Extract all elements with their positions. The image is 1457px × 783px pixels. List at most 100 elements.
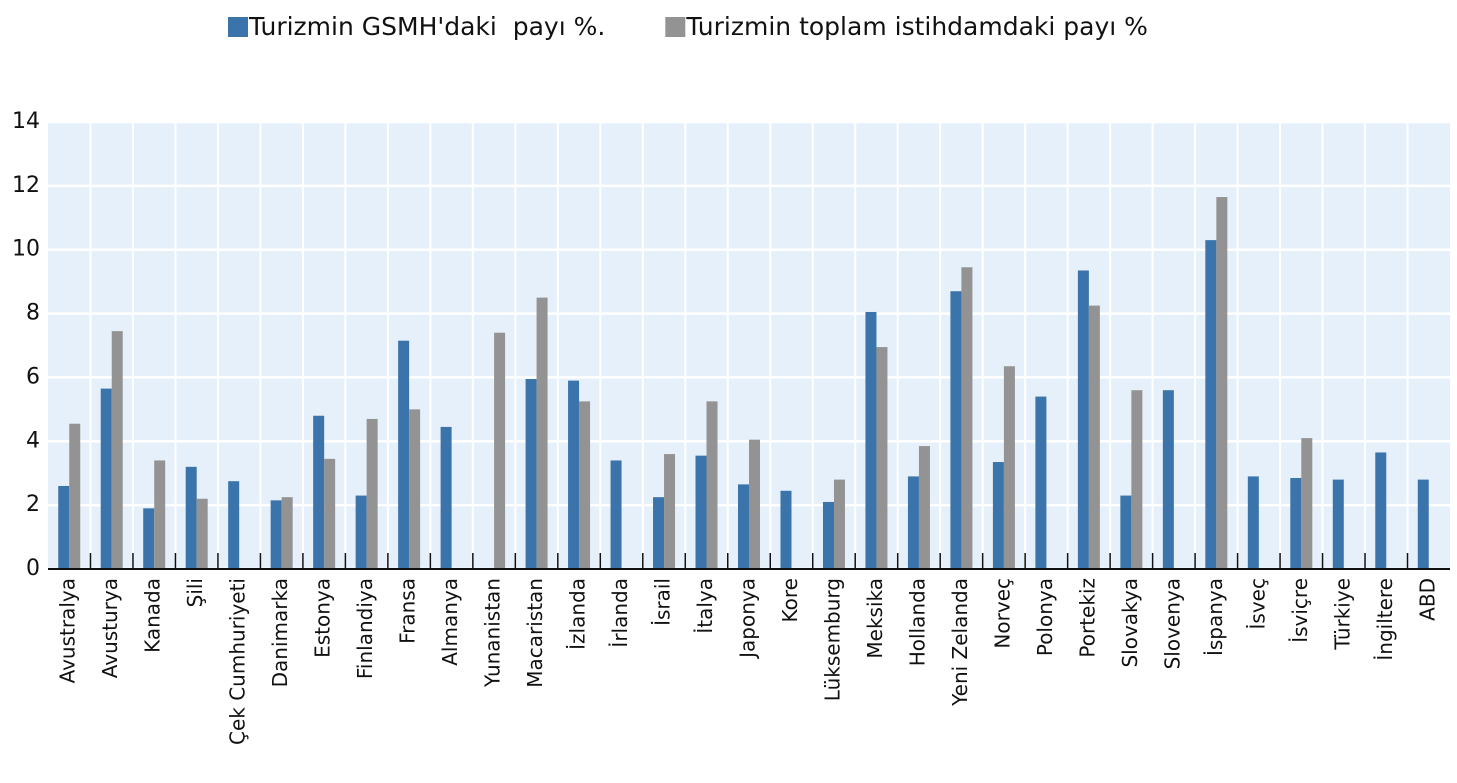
y-tick-label: 14 [12,109,40,134]
bar [536,297,548,569]
bar [409,409,421,569]
x-tick-label: Kore [778,578,802,622]
bar [695,455,707,569]
x-tick-label: Finlandiya [353,578,377,679]
bar [833,479,845,569]
x-tick-label: Avustralya [56,578,80,683]
legend-swatch [665,17,686,37]
x-tick-label: Avusturya [98,578,122,678]
bar [58,485,70,569]
bar [876,347,888,569]
bar [568,380,580,569]
bar [780,490,792,569]
bar [324,458,336,569]
legend-label: Turizmin toplam istihdamdaki payı % [685,12,1148,41]
bar [1247,476,1259,569]
legend-swatch [228,17,248,37]
x-tick-label: İspanya [1203,578,1227,656]
bar [1077,270,1089,569]
x-tick-label: Hollanda [905,578,929,666]
x-tick-label: Macaristan [523,578,547,688]
x-tick-label: Meksika [863,578,887,659]
bar [1120,495,1132,569]
x-tick-label: Kanada [141,578,165,653]
y-tick-label: 0 [26,556,40,581]
y-tick-label: 4 [26,428,40,453]
bar [1131,390,1143,569]
x-tick-label: Lüksemburg [820,578,844,701]
bar [355,495,367,569]
bar [992,462,1004,569]
x-tick-label: İngiltere [1373,578,1397,661]
y-tick-label: 10 [12,237,40,262]
bar [950,291,962,569]
bar [185,466,197,569]
x-tick-label: İzlanda [566,578,590,650]
x-tick-label: ABD [1415,578,1439,621]
bar [961,267,973,569]
bar [111,331,123,569]
x-tick-label: Yunanistan [481,578,505,688]
x-tick-label: İrlanda [608,578,632,648]
bar [494,332,506,569]
x-tick-label: Türkiye [1330,578,1354,651]
x-tick-label: Fransa [396,578,420,644]
x-tick-label: Şili [183,578,207,607]
bar [653,497,665,569]
bar [1332,479,1344,569]
bar [664,454,676,569]
x-tick-label: İsveç [1245,578,1269,629]
x-tick-label: Norveç [990,578,1014,649]
bar [196,498,208,569]
bar [1162,390,1174,569]
bar [154,460,166,569]
legend-label: Turizmin GSMH'daki payı %. [248,12,605,41]
x-tick-label: Slovakya [1118,578,1142,668]
bar [579,401,591,569]
bar [228,481,240,569]
bar [706,401,718,569]
x-tick-label: İsrail [651,578,675,626]
bar [1205,240,1217,569]
bar [918,446,930,569]
bar [822,501,834,569]
bar [525,379,537,569]
y-tick-label: 2 [26,492,40,517]
bar [398,340,410,569]
bar [281,497,293,569]
bar [749,439,760,569]
bar [907,476,919,569]
bar [100,388,112,569]
bar [1088,305,1100,569]
bar [865,311,877,569]
x-tick-label: Estonya [311,578,335,658]
bar [143,508,155,569]
bar [313,415,325,569]
bar [610,460,622,569]
bar [440,426,452,569]
bar [1216,197,1228,569]
bar [1035,396,1047,569]
x-tick-label: Danimarka [268,578,292,687]
bar [1417,479,1429,569]
bar [1290,478,1302,569]
bar [1375,452,1387,569]
x-tick-label: Portekiz [1075,578,1099,658]
bar [69,423,81,569]
bar [738,484,749,569]
bar [1003,366,1015,569]
x-tick-label: Almanya [438,578,462,666]
x-tick-label: Çek Cumhuriyeti [226,578,250,745]
x-tick-label: Japonya [736,578,760,660]
x-tick-label: Yeni Zelanda [948,578,972,707]
bar [366,418,378,569]
y-tick-label: 12 [12,173,40,198]
x-tick-label: İsviçre [1288,578,1312,643]
x-tick-label: İtalya [693,578,717,634]
y-tick-label: 8 [26,301,40,326]
bar [1301,438,1313,569]
x-tick-label: Polonya [1033,578,1057,656]
bar [270,500,282,569]
x-tick-label: Slovenya [1160,578,1184,669]
